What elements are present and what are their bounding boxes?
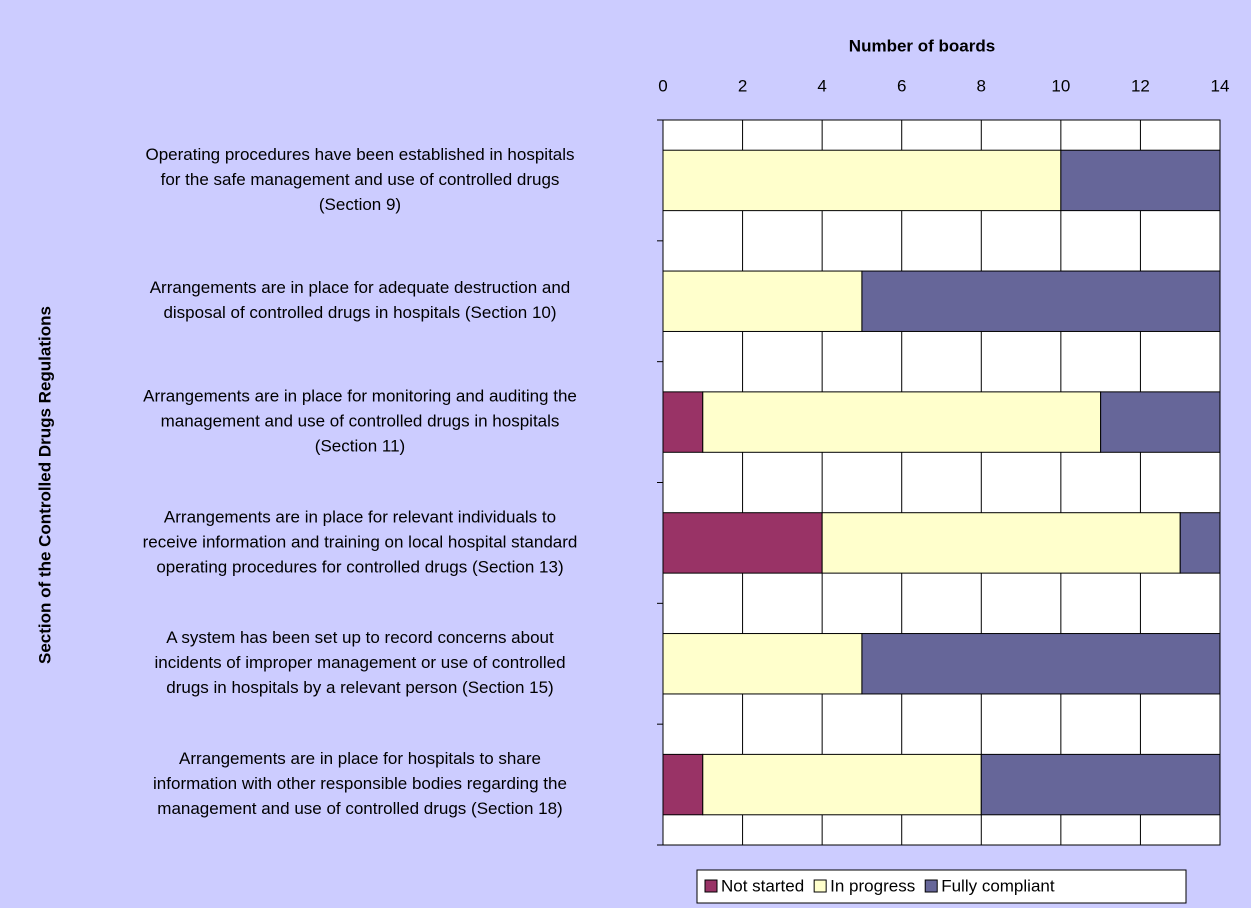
bar-segment [861, 633, 1221, 695]
y-tick-label: management and use of controlled drugs (… [157, 799, 562, 818]
x-axis-title: Number of boards [849, 36, 995, 55]
bar-segment [1179, 512, 1221, 574]
y-tick-label: Arrangements are in place for monitoring… [143, 387, 577, 406]
y-tick-label: receive information and training on loca… [143, 532, 578, 551]
bar-segment [662, 512, 823, 574]
bar-segment [1100, 391, 1221, 453]
x-tick-label: 6 [897, 76, 906, 95]
legend-label: Fully compliant [941, 876, 1055, 895]
y-tick-label: for the safe management and use of contr… [161, 170, 560, 189]
x-tick-label: 14 [1211, 76, 1230, 95]
legend-label: In progress [830, 876, 915, 895]
bar-segment [662, 753, 704, 816]
bar-segment [702, 391, 1102, 453]
bar-segment [821, 512, 1181, 574]
bar-segment [662, 391, 704, 453]
y-tick-label: information with other responsible bodie… [153, 774, 567, 793]
x-tick-label: 2 [738, 76, 747, 95]
legend [696, 869, 1187, 904]
y-tick-label: operating procedures for controlled drug… [156, 557, 563, 576]
plot-border [662, 119, 1221, 846]
bar-segment [980, 753, 1221, 816]
x-tick-label: 4 [817, 76, 826, 95]
legend-swatch [704, 879, 718, 893]
x-tick-label: 8 [977, 76, 986, 95]
x-tick-label: 10 [1051, 76, 1070, 95]
y-tick-label: management and use of controlled drugs i… [161, 412, 560, 431]
y-tick-label: disposal of controlled drugs in hospital… [163, 303, 556, 322]
y-tick-label: Arrangements are in place for relevant i… [164, 507, 556, 526]
y-tick-label: (Section 9) [319, 195, 401, 214]
y-tick-label: Arrangements are in place for adequate d… [150, 278, 571, 297]
y-tick-label: drugs in hospitals by a relevant person … [166, 678, 553, 697]
x-tick-label: 0 [658, 76, 667, 95]
y-tick-label: Arrangements are in place for hospitals … [179, 749, 541, 768]
legend-label: Not started [721, 876, 804, 895]
bar-segment [702, 753, 982, 816]
y-tick-label: (Section 11) [315, 437, 405, 456]
plot-area [663, 120, 1220, 845]
x-tick-label: 12 [1131, 76, 1150, 95]
legend-swatch [924, 879, 938, 893]
y-tick-label: Operating procedures have been establish… [145, 145, 574, 164]
bar-segment [1060, 149, 1221, 212]
legend-swatch [813, 879, 827, 893]
bar-segment [662, 149, 1062, 212]
y-tick-label: incidents of improper management or use … [154, 653, 565, 672]
y-tick-label: A system has been set up to record conce… [166, 628, 554, 647]
y-axis-title: Section of the Controlled Drugs Regulati… [35, 306, 54, 664]
bar-segment [662, 270, 863, 332]
bar-segment [861, 270, 1221, 332]
bar-segment [662, 633, 863, 695]
